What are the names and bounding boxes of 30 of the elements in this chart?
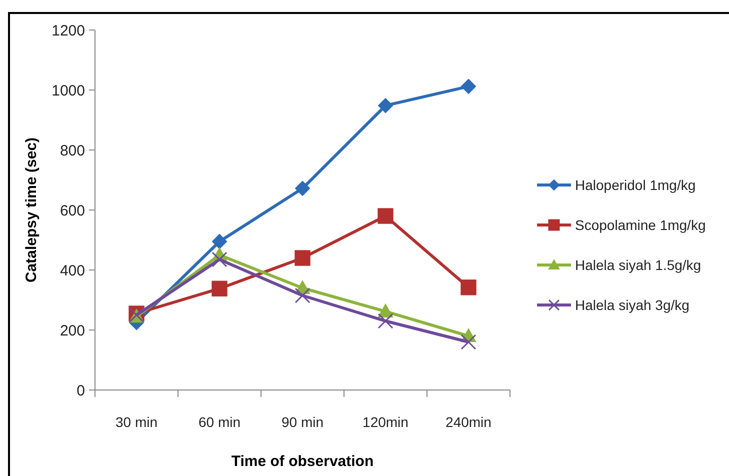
- point: [294, 288, 310, 304]
- point: [294, 250, 310, 266]
- y-tick-label: 1000: [52, 82, 85, 100]
- x-tick-label: 30 min: [115, 414, 158, 430]
- x-tick-label: 60 min: [198, 414, 241, 430]
- legend-label: Halela siyah 1.5g/kg: [575, 256, 702, 273]
- point: [378, 313, 394, 329]
- legend-label: Haloperidol 1mg/kg: [575, 176, 696, 193]
- point: [461, 78, 476, 94]
- y-axis-title: Catalepsy time (sec): [23, 137, 40, 283]
- point: [212, 280, 228, 296]
- point: [212, 234, 227, 249]
- x-tick-label: 90 min: [281, 414, 324, 430]
- x-tick-label: 120min: [362, 414, 408, 430]
- x-tick-label: 240min: [446, 414, 492, 430]
- y-tick-label: 0: [76, 382, 85, 400]
- y-tick-label: 400: [60, 262, 85, 280]
- point: [378, 208, 394, 224]
- point: [460, 334, 476, 350]
- x-axis-title: Time of observation: [231, 453, 374, 470]
- legend-label: Scopolamine 1mg/kg: [575, 216, 706, 233]
- point: [378, 98, 393, 114]
- point: [295, 180, 310, 196]
- y-tick-label: 600: [60, 202, 85, 220]
- y-tick-label: 200: [60, 322, 85, 340]
- legend-label: Halela siyah 3g/kg: [575, 296, 690, 313]
- point: [212, 252, 228, 268]
- y-tick-label: 800: [60, 142, 85, 160]
- point: [460, 280, 476, 296]
- y-tick-label: 1200: [52, 22, 85, 40]
